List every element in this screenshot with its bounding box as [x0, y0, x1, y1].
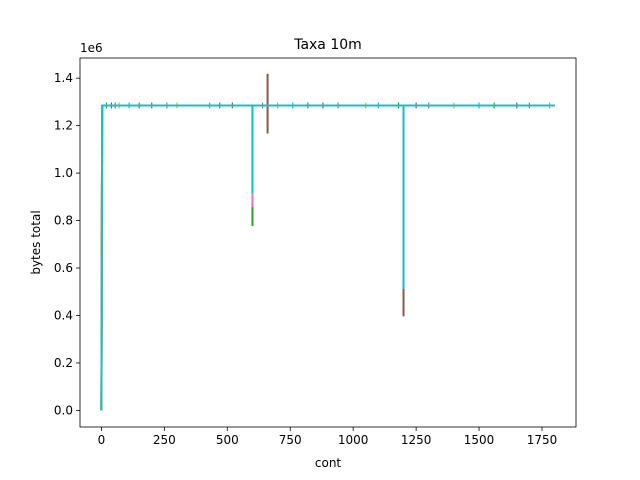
y-tick-label: 1.2: [54, 119, 73, 133]
y-axis-label: bytes total: [29, 210, 43, 274]
y-offset-label: 1e6: [80, 41, 103, 55]
axes-frame: [79, 57, 577, 428]
plot-area: [100, 73, 555, 411]
x-tick-label: 0: [98, 433, 106, 447]
y-tick-label: 0.2: [54, 356, 73, 370]
x-axis-label: cont: [315, 456, 342, 470]
x-tick-label: 500: [216, 433, 239, 447]
x-tick-label: 1000: [338, 433, 369, 447]
series-layer: [100, 73, 555, 411]
y-tick-label: 1.4: [54, 71, 73, 85]
y-tick-label: 0.4: [54, 308, 73, 322]
x-tick-label: 1500: [464, 433, 495, 447]
axes-layer: 0 250 500 750 1000 1250 1500 1750 0.0 0.2 0.4 0.6 0.…: [54, 71, 557, 447]
y-tick-label: 0.6: [54, 261, 73, 275]
x-tick-label: 750: [279, 433, 302, 447]
y-tick-label: 0.8: [54, 214, 73, 228]
y-tick-label: 0.0: [54, 403, 73, 417]
x-tick-label: 1750: [527, 433, 558, 447]
x-tick-label: 1250: [401, 433, 432, 447]
x-tick-label: 250: [153, 433, 176, 447]
chart-title: Taxa 10m: [293, 37, 362, 53]
y-tick-label: 1.0: [54, 166, 73, 180]
